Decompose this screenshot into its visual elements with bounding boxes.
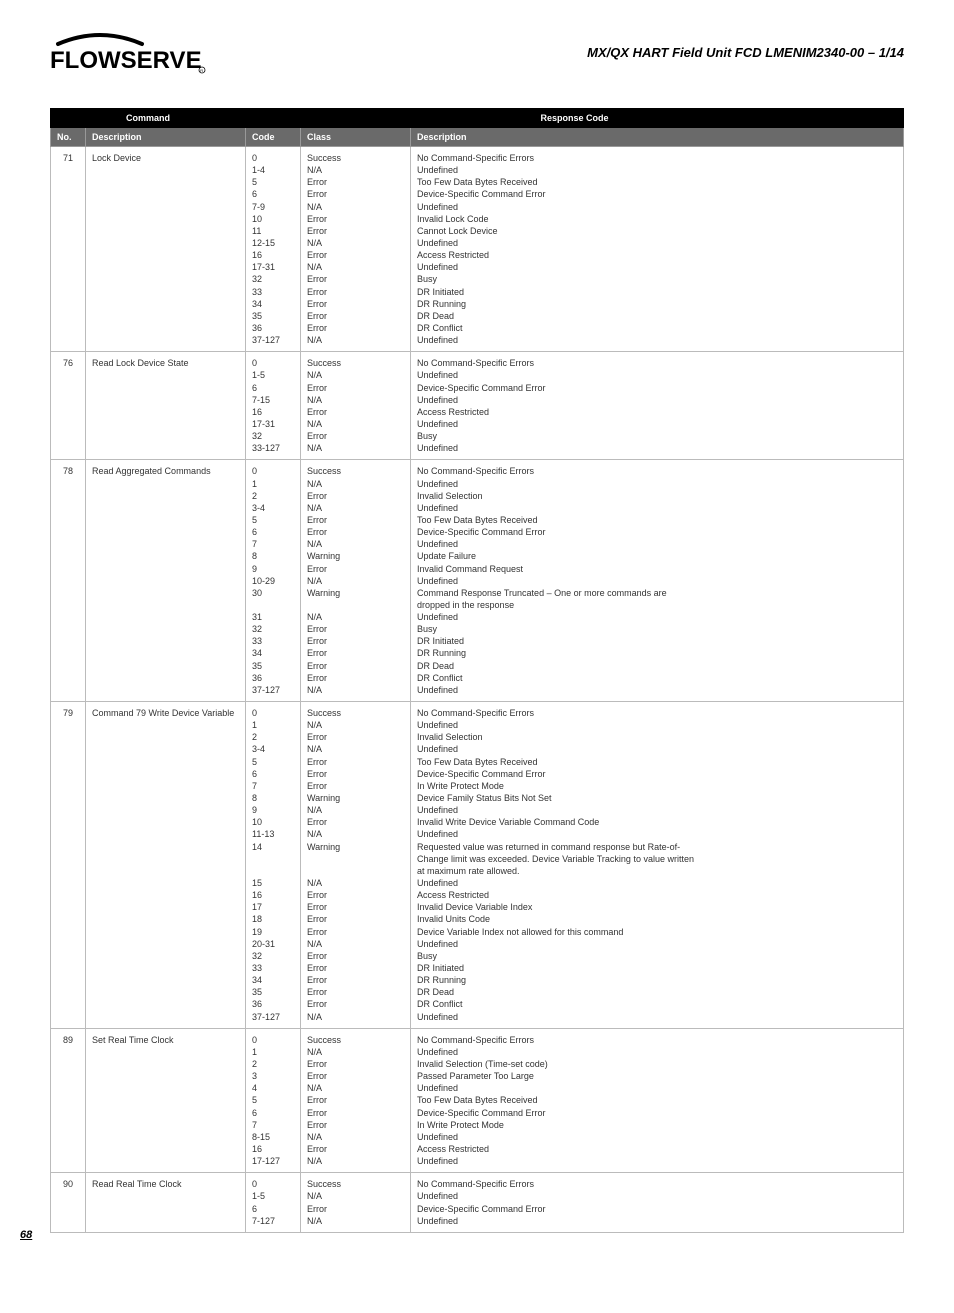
cell-no: 79: [51, 702, 86, 1029]
cell-descriptions: No Command-Specific ErrorsUndefinedDevic…: [411, 352, 904, 460]
col-code: Code: [246, 128, 301, 147]
cell-classes: SuccessN/AErrorN/AErrorErrorN/AWarningEr…: [301, 460, 411, 702]
table-row: 89Set Real Time Clock012345678-151617-12…: [51, 1028, 904, 1173]
cell-classes: SuccessN/AErrorN/A: [301, 1173, 411, 1233]
col-cmd-desc: Description: [86, 128, 246, 147]
cell-descriptions: No Command-Specific ErrorsUndefinedInval…: [411, 702, 904, 1029]
cell-no: 78: [51, 460, 86, 702]
col-resp-desc: Description: [411, 128, 904, 147]
cell-no: 71: [51, 147, 86, 352]
cell-command: Lock Device: [86, 147, 246, 352]
response-code-table: Command Response Code No. Description Co…: [50, 108, 904, 1233]
cell-codes: 012345678-151617-127: [246, 1028, 301, 1173]
cell-classes: SuccessN/AErrorErrorN/AErrorErrorN/AErro…: [301, 147, 411, 352]
flowserve-logo: FLOWSERVE R: [50, 30, 220, 78]
table-row: 79Command 79 Write Device Variable0123-4…: [51, 702, 904, 1029]
cell-classes: SuccessN/AErrorErrorN/AErrorErrorErrorN/…: [301, 1028, 411, 1173]
cell-codes: 01-567-151617-313233-127: [246, 352, 301, 460]
page-header: FLOWSERVE R MX/QX HART Field Unit FCD LM…: [50, 30, 904, 78]
cell-descriptions: No Command-Specific ErrorsUndefinedDevic…: [411, 1173, 904, 1233]
cell-codes: 0123-45678910-2930 31323334353637-127: [246, 460, 301, 702]
cell-classes: SuccessN/AErrorN/AErrorN/AErrorN/A: [301, 352, 411, 460]
table-row: 78Read Aggregated Commands0123-45678910-…: [51, 460, 904, 702]
cell-command: Read Real Time Clock: [86, 1173, 246, 1233]
table-row: 76Read Lock Device State01-567-151617-31…: [51, 352, 904, 460]
cell-classes: SuccessN/AErrorN/AErrorErrorErrorWarning…: [301, 702, 411, 1029]
table-row: 90Read Real Time Clock01-567-127SuccessN…: [51, 1173, 904, 1233]
cell-command: Set Real Time Clock: [86, 1028, 246, 1173]
document-title: MX/QX HART Field Unit FCD LMENIM2340-00 …: [587, 45, 904, 60]
cell-no: 76: [51, 352, 86, 460]
table-body: 71Lock Device01-4567-9101112-151617-3132…: [51, 147, 904, 1233]
cell-command: Read Aggregated Commands: [86, 460, 246, 702]
cell-no: 90: [51, 1173, 86, 1233]
logo-text: FLOWSERVE: [50, 47, 202, 74]
table-row: 71Lock Device01-4567-9101112-151617-3132…: [51, 147, 904, 352]
cell-command: Read Lock Device State: [86, 352, 246, 460]
col-group-command: Command: [51, 109, 246, 128]
cell-codes: 0123-4567891011-1314 151617181920-313233…: [246, 702, 301, 1029]
col-class: Class: [301, 128, 411, 147]
cell-descriptions: No Command-Specific ErrorsUndefinedInval…: [411, 460, 904, 702]
page-number: 68: [20, 1229, 32, 1241]
cell-no: 89: [51, 1028, 86, 1173]
cell-descriptions: No Command-Specific ErrorsUndefinedToo F…: [411, 147, 904, 352]
cell-command: Command 79 Write Device Variable: [86, 702, 246, 1029]
col-group-response: Response Code: [246, 109, 904, 128]
cell-codes: 01-567-127: [246, 1173, 301, 1233]
col-no: No.: [51, 128, 86, 147]
cell-descriptions: No Command-Specific ErrorsUndefinedInval…: [411, 1028, 904, 1173]
cell-codes: 01-4567-9101112-151617-31323334353637-12…: [246, 147, 301, 352]
svg-text:R: R: [200, 68, 203, 73]
